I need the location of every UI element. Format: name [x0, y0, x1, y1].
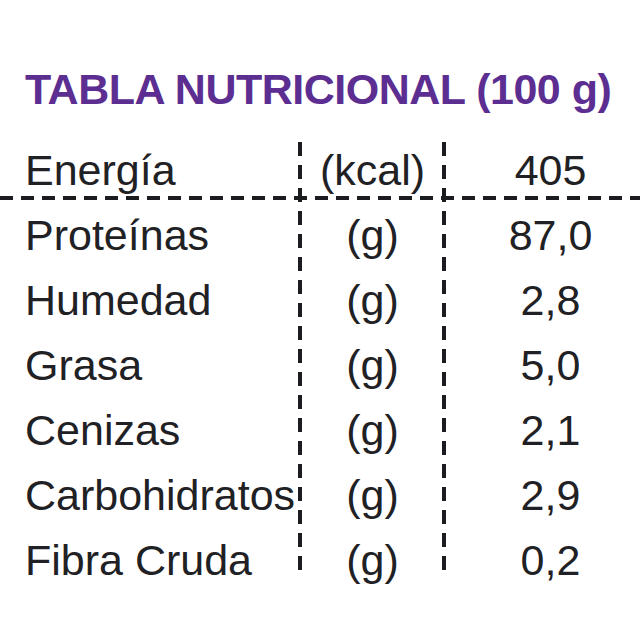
nutrient-name: Carbohidratos — [0, 471, 300, 520]
nutrient-unit: (kcal) — [300, 146, 445, 195]
nutrient-value: 405 — [445, 146, 640, 195]
nutrient-unit: (g) — [300, 406, 445, 455]
table-row-grasa: Grasa (g) 5,0 — [0, 333, 640, 398]
nutrient-unit: (g) — [300, 211, 445, 260]
nutrient-name: Energía — [0, 146, 300, 195]
nutrient-unit: (g) — [300, 471, 445, 520]
table-row-energia: Energía (kcal) 405 — [0, 138, 640, 203]
table-row-humedad: Humedad (g) 2,8 — [0, 268, 640, 333]
nutrient-name: Humedad — [0, 276, 300, 325]
table-row-carbohidratos: Carbohidratos (g) 2,9 — [0, 463, 640, 528]
nutrient-name: Grasa — [0, 341, 300, 390]
nutrient-unit: (g) — [300, 276, 445, 325]
nutrition-label: TABLA NUTRICIONAL (100 g) Energía (kcal)… — [0, 0, 640, 640]
nutrient-name: Proteínas — [0, 211, 300, 260]
nutrient-name: Fibra Cruda — [0, 536, 300, 585]
nutrition-table: Energía (kcal) 405 Proteínas (g) 87,0 Hu… — [0, 138, 640, 593]
nutrient-name: Cenizas — [0, 406, 300, 455]
nutrient-unit: (g) — [300, 536, 445, 585]
nutrient-value: 87,0 — [445, 211, 640, 260]
nutrient-value: 2,9 — [445, 471, 640, 520]
table-row-cenizas: Cenizas (g) 2,1 — [0, 398, 640, 463]
nutrient-value: 2,1 — [445, 406, 640, 455]
nutrient-value: 2,8 — [445, 276, 640, 325]
nutrient-value: 0,2 — [445, 536, 640, 585]
nutrient-value: 5,0 — [445, 341, 640, 390]
page-title: TABLA NUTRICIONAL (100 g) — [25, 66, 611, 113]
table-row-proteinas: Proteínas (g) 87,0 — [0, 203, 640, 268]
table-row-fibra-cruda: Fibra Cruda (g) 0,2 — [0, 528, 640, 593]
nutrient-unit: (g) — [300, 341, 445, 390]
